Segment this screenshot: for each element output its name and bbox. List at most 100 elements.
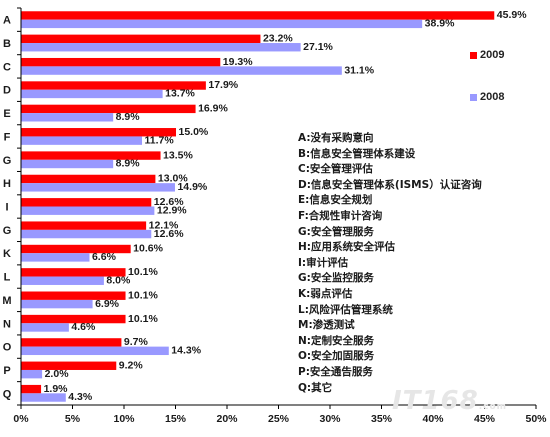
bar-2009 xyxy=(21,338,122,347)
bar-2009 xyxy=(21,291,126,300)
bar-2009 xyxy=(21,34,261,44)
legend-label-2008: 2008 xyxy=(480,91,505,103)
category-key-item: F:合规性审计咨询 xyxy=(298,209,383,222)
bar-2008 xyxy=(21,136,143,145)
data-label-2008: 4.3% xyxy=(68,391,93,403)
bar-2008 xyxy=(21,113,114,122)
bar-2009 xyxy=(21,174,156,184)
category-label: E xyxy=(3,108,10,120)
data-label-2009: 9.7% xyxy=(124,336,149,348)
data-label-2008: 8.9% xyxy=(116,158,141,170)
data-label-2008: 12.9% xyxy=(157,204,187,216)
bar-2008 xyxy=(21,346,169,356)
category-label: N xyxy=(3,318,11,330)
x-tick-label: 15% xyxy=(165,413,187,425)
category-key-item: A:没有采购意向 xyxy=(298,132,374,144)
category-label: G xyxy=(3,155,12,167)
category-label: Q xyxy=(3,388,12,400)
category-key-item: M:渗透测试 xyxy=(298,319,355,332)
data-label-2008: 11.7% xyxy=(145,134,175,146)
category-label: F xyxy=(4,131,11,143)
bar-2008 xyxy=(21,369,43,379)
bar-2008 xyxy=(21,229,152,239)
bar-2009 xyxy=(21,11,495,20)
data-label-2008: 8.9% xyxy=(116,111,141,123)
bar-2009 xyxy=(21,244,131,254)
category-key-item: I:审计评估 xyxy=(298,256,349,269)
x-tick-label: 0% xyxy=(13,413,29,425)
data-label-2008: 31.1% xyxy=(344,64,374,76)
data-label-2008: 13.7% xyxy=(165,88,195,100)
bar-2008 xyxy=(21,253,90,262)
legend-swatch-2009 xyxy=(470,51,477,59)
category-key-item: K:弱点评估 xyxy=(298,287,353,300)
data-label-2009: 10.1% xyxy=(128,289,158,301)
data-label-2009: 45.9% xyxy=(497,9,527,21)
bar-2008 xyxy=(21,66,342,75)
x-tick-label: 30% xyxy=(319,413,341,425)
bar-2009 xyxy=(21,151,161,160)
category-key-item: E:信息安全规划 xyxy=(298,194,373,207)
category-label: I xyxy=(5,202,8,214)
bar-2008 xyxy=(21,393,66,402)
data-label-2009: 19.3% xyxy=(223,56,253,68)
bar-2009 xyxy=(21,361,117,370)
bar-2008 xyxy=(21,206,155,215)
category-key-item: P:安全通告服务 xyxy=(298,365,373,378)
legend-item-2008: 2008 xyxy=(470,91,504,103)
data-label-2009: 12.1% xyxy=(149,219,179,231)
legend-label-2009: 2009 xyxy=(480,49,505,61)
x-tick-label: 25% xyxy=(268,413,290,425)
data-label-2009: 10.1% xyxy=(128,266,158,278)
bar-2008 xyxy=(21,183,175,192)
bar-2009 xyxy=(21,384,42,394)
category-label: A xyxy=(3,15,11,27)
bar-2008 xyxy=(21,43,301,52)
x-tick-label: 45% xyxy=(474,413,496,425)
bar-2009 xyxy=(21,221,147,230)
category-label: G xyxy=(3,225,12,237)
category-key-item: C:安全管理评估 xyxy=(298,163,373,176)
legend-item-2009: 2009 xyxy=(470,49,504,61)
data-label-2009: 10.6% xyxy=(133,243,163,255)
data-label-2008: 6.6% xyxy=(92,251,117,263)
data-label-2008: 6.9% xyxy=(95,298,120,310)
data-label-2008: 14.3% xyxy=(171,345,201,357)
category-key-item: D:信息安全管理体系(ISMS）认证咨询 xyxy=(298,178,482,191)
data-label-2008: 27.1% xyxy=(303,41,333,53)
legend-swatch-2008 xyxy=(470,93,477,101)
data-label-2009: 16.9% xyxy=(198,103,228,115)
data-label-2009: 13.5% xyxy=(163,149,193,161)
category-label: O xyxy=(3,342,12,354)
data-label-2008: 38.9% xyxy=(425,18,455,30)
category-label: P xyxy=(3,365,10,377)
x-tick-label: 40% xyxy=(422,413,444,425)
category-key-item: L:风险评估管理系统 xyxy=(298,303,393,316)
x-tick-label: 50% xyxy=(525,413,547,425)
category-key-item: G:安全监控服务 xyxy=(298,272,374,285)
watermark-suffix: .com xyxy=(478,402,508,412)
category-label: K xyxy=(3,248,11,260)
category-label: D xyxy=(3,85,11,97)
bar-2008 xyxy=(21,299,93,309)
category-label: H xyxy=(3,178,11,190)
bar-2009 xyxy=(21,314,126,324)
bar-2008 xyxy=(21,89,163,99)
bar-2009 xyxy=(21,268,126,277)
bar-2009 xyxy=(21,128,176,137)
data-label-2008: 12.6% xyxy=(154,228,184,240)
category-label: B xyxy=(3,38,11,50)
category-key-item: Q:其它 xyxy=(298,381,333,394)
x-tick-label: 20% xyxy=(216,413,238,425)
bar-2009 xyxy=(21,57,221,67)
category-label: M xyxy=(2,295,11,307)
category-key-item: B:信息安全管理体系建设 xyxy=(298,147,416,160)
category-key-item: G:安全管理服务 xyxy=(298,225,374,238)
bar-2009 xyxy=(21,104,196,114)
category-key-item: H:应用系统安全评估 xyxy=(298,241,395,254)
data-label-2009: 9.2% xyxy=(119,359,144,371)
data-label-2008: 8.0% xyxy=(106,274,131,286)
category-label: L xyxy=(4,272,11,284)
category-key-item: N:定制安全服务 xyxy=(298,334,374,347)
x-tick-label: 10% xyxy=(113,413,135,425)
